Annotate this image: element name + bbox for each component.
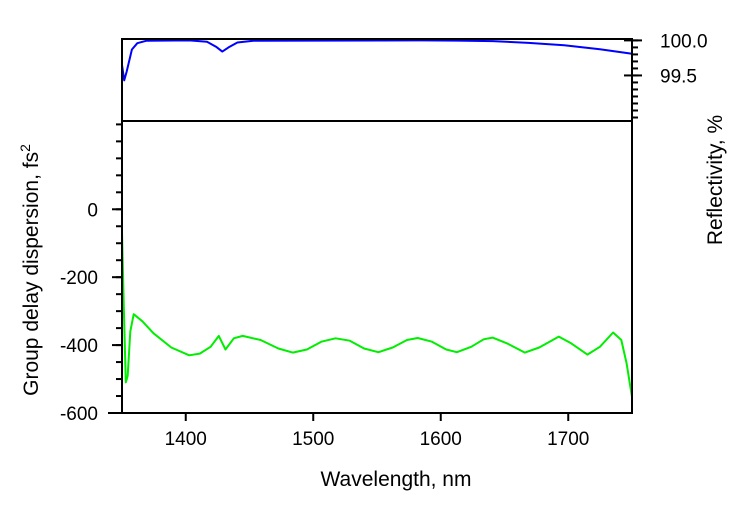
gdd-series-line <box>121 231 633 398</box>
gdd-y-tick-label: -600 <box>60 404 98 425</box>
gdd-x-tick-label: 1400 <box>165 429 207 450</box>
y-axis-label-right: Reflectivity, % <box>704 115 727 245</box>
gdd-x-tick-label: 1500 <box>292 429 334 450</box>
gdd-y-tick-label: -200 <box>60 268 98 289</box>
gdd-y-tick-label: -400 <box>60 336 98 357</box>
gdd-x-tick-label: 1700 <box>547 429 589 450</box>
reflectivity-panel: 100.0 99.5 <box>121 31 708 119</box>
gdd-x-tick-label: 1600 <box>420 429 462 450</box>
y-axis-label-superscript: 2 <box>17 144 33 152</box>
gdd-panel: 0 -200 -400 -600 1400 1500 1600 1700 <box>60 123 633 450</box>
reflectivity-series-line <box>121 39 633 82</box>
y-axis-label-left: Group delay dispersion, fs2 <box>17 144 43 396</box>
reflectivity-y-tick-label: 100.0 <box>660 31 708 52</box>
y-axis-label-text: Group delay dispersion, fs <box>20 152 43 396</box>
x-axis-label: Wavelength, nm <box>321 468 472 491</box>
plot-frame <box>121 38 633 414</box>
gdd-y-tick-label: 0 <box>87 200 98 221</box>
reflectivity-y-tick-label: 99.5 <box>660 66 697 87</box>
